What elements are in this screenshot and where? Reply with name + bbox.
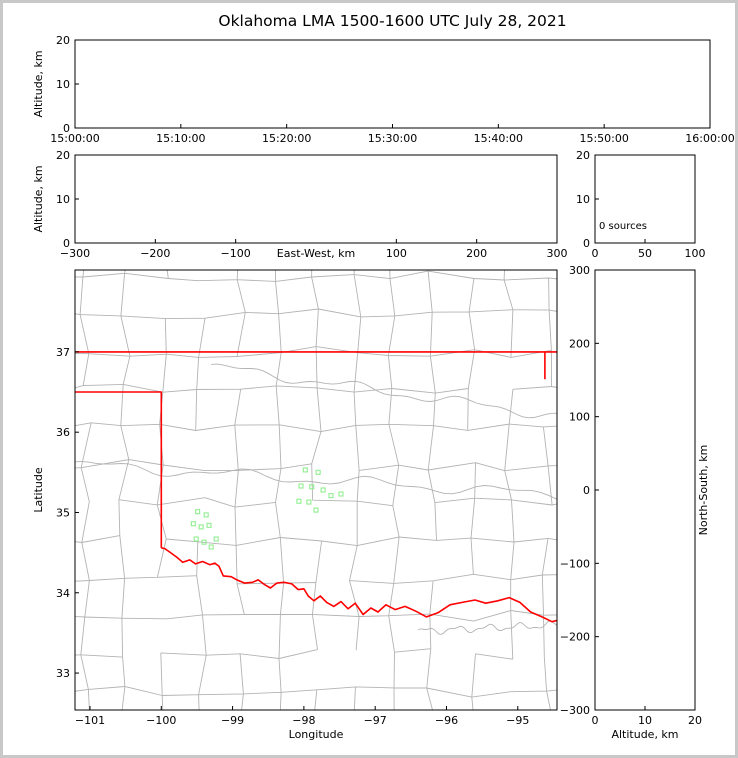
y-axis-label: Latitude (32, 467, 45, 513)
ns_height-panel: 0 10 20 300 200 100 0 −100 −200 −300 Altitude, km N… (560, 264, 710, 741)
x-tick-label: 15:10:00 (156, 132, 205, 145)
x-tick-label: 0 (592, 714, 599, 727)
source-point (296, 498, 302, 504)
x-tick-label: 200 (466, 247, 487, 260)
source-point (309, 484, 315, 490)
y-tick-label: 10 (56, 193, 70, 206)
y-axis-label: Altitude, km (32, 50, 45, 117)
x-tick-label: 100 (685, 247, 706, 260)
source-point (208, 544, 214, 550)
source-point (313, 507, 319, 513)
x-tick-label: −97 (364, 714, 387, 727)
x-tick-label: 15:50:00 (579, 132, 628, 145)
x-tick-label: 15:20:00 (262, 132, 311, 145)
source-point (315, 469, 321, 475)
y-tick-label: 10 (56, 78, 70, 91)
y-tick-label: −200 (560, 631, 590, 644)
source-point (213, 536, 219, 542)
y-tick-label: 0 (583, 237, 590, 250)
y-tick-label: 35 (56, 506, 70, 519)
x-tick-label: 100 (386, 247, 407, 260)
source-point (198, 524, 204, 530)
y-tick-label: −300 (560, 704, 590, 717)
y-tick-label: 0 (583, 484, 590, 497)
x-tick-label: 0 (592, 247, 599, 260)
y-tick-label: 36 (56, 426, 70, 439)
histogram-annotation: 0 sources (599, 221, 647, 232)
y-tick-label: 10 (576, 193, 590, 206)
y-tick-label: 33 (56, 667, 70, 680)
state-border-panhandle (75, 391, 163, 548)
y-tick-label: 20 (56, 34, 70, 47)
x-tick-label: 15:00:00 (50, 132, 99, 145)
x-tick-label: 15:30:00 (368, 132, 417, 145)
source-point (306, 499, 312, 505)
x-tick-label: −99 (221, 714, 244, 727)
source-point (195, 509, 201, 515)
x-tick-label: 300 (547, 247, 568, 260)
x-tick-label: 10 (638, 714, 652, 727)
county-boundaries (75, 270, 557, 710)
x-tick-label: 16:00:00 (685, 132, 734, 145)
source-point (302, 467, 308, 473)
source-point (190, 521, 196, 527)
river-line-1 (211, 363, 557, 419)
y-tick-label: 0 (63, 122, 70, 135)
x-tick-label: −96 (435, 714, 458, 727)
y-axis-label: North-South, km (697, 445, 710, 536)
map-layers (75, 270, 557, 710)
source-point (201, 539, 207, 545)
y-tick-label: 200 (569, 337, 590, 350)
river-line-0 (75, 460, 557, 500)
x-tick-label: −100 (221, 247, 251, 260)
time_height-panel: 15:00:00 15:10:00 15:20:00 15:30:00 15:40:00… (32, 34, 735, 145)
panel-frame (594, 269, 696, 711)
plot-title: Oklahoma LMA 1500-1600 UTC July 28, 2021 (218, 12, 567, 30)
y-tick-label: 100 (569, 411, 590, 424)
source-point (298, 483, 304, 489)
y-tick-label: 300 (569, 264, 590, 277)
x-axis-label: Longitude (289, 728, 344, 741)
y-tick-label: 0 (63, 237, 70, 250)
source-point (193, 536, 199, 542)
y-tick-label: 37 (56, 346, 70, 359)
x-axis-label: East-West, km (277, 247, 355, 260)
y-tick-label: 20 (56, 149, 70, 162)
panel-frame (74, 39, 711, 129)
x-axis-label: Altitude, km (611, 728, 678, 741)
state-border-red_river (161, 547, 557, 623)
x-tick-label: −98 (292, 714, 315, 727)
source-point (338, 491, 344, 497)
panel-frame (74, 154, 558, 244)
x-tick-label: −300 (60, 247, 90, 260)
x-tick-label: −95 (506, 714, 529, 727)
source-point (320, 487, 326, 493)
x-tick-label: −200 (140, 247, 170, 260)
panels-root: 15:00:00 15:10:00 15:20:00 15:30:00 15:40:00… (32, 34, 735, 741)
y-tick-label: −100 (560, 557, 590, 570)
river-line-2 (417, 620, 557, 635)
source-point (203, 512, 209, 518)
x-tick-label: 50 (638, 247, 652, 260)
plan_view-panel: −101 −100 −99 −98 −97 −96 −95 37 36 35 34 33 Longitu… (32, 269, 558, 741)
source-point (328, 493, 334, 499)
y-tick-label: 34 (56, 587, 70, 600)
source-point (206, 522, 212, 528)
x-tick-label: 15:40:00 (474, 132, 523, 145)
y-tick-label: 20 (576, 149, 590, 162)
x-tick-label: −101 (75, 714, 105, 727)
y-axis-label: Altitude, km (32, 165, 45, 232)
x-tick-label: −100 (146, 714, 176, 727)
x-tick-label: 20 (688, 714, 702, 727)
panel-frame (74, 269, 558, 711)
